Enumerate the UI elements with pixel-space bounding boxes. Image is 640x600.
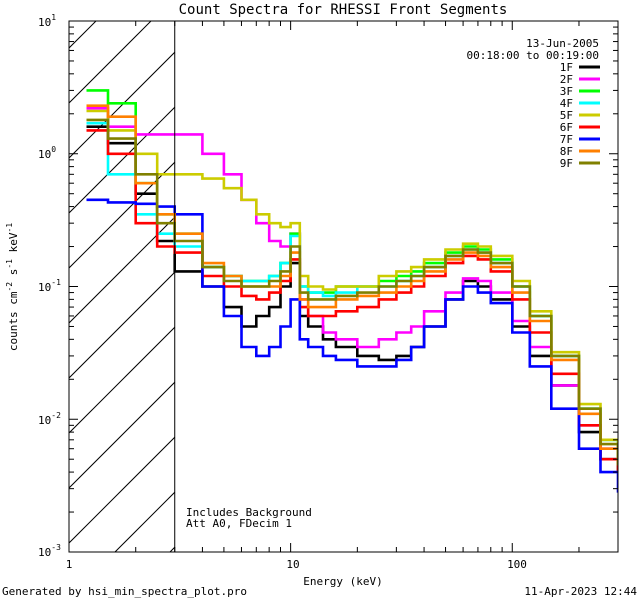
- series-line-9F: [86, 118, 618, 466]
- hatch-line: [280, 21, 640, 552]
- y-tick-label: 10-3: [38, 543, 61, 559]
- y-tick-labels: 10-3 10-2 10-1 100 101: [38, 13, 61, 559]
- series-layer: [86, 89, 618, 493]
- series-line-2F: [86, 107, 618, 460]
- hatch-line: [69, 271, 175, 379]
- y-tick-label: 10-2: [38, 411, 61, 427]
- generated-by-label: Generated by hsi_min_spectra_plot.pro: [2, 585, 247, 598]
- series-line-7F: [86, 198, 618, 493]
- legend-label: 4F: [560, 97, 573, 110]
- attenuator-note: Att A0, FDecim 1: [186, 517, 292, 530]
- legend-label: 6F: [560, 121, 573, 134]
- legend-label: 7F: [560, 133, 573, 146]
- background-note: Includes Background: [186, 506, 312, 519]
- hatch-line: [69, 106, 175, 214]
- y-axis-label: counts cm-2 s-1 keV-1: [5, 223, 20, 351]
- time-range-annotation: 00:18:00 to 00:19:00: [467, 49, 599, 62]
- legend-label: 5F: [560, 109, 573, 122]
- chart-title: Count Spectra for RHESSI Front Segments: [179, 2, 508, 18]
- legend-label: 9F: [560, 157, 573, 170]
- x-tick-label: 10: [286, 558, 299, 571]
- hatch-line: [69, 381, 175, 489]
- x-tick-label: 1: [66, 558, 73, 571]
- timestamp-label: 11-Apr-2023 12:44: [524, 585, 637, 598]
- series-line-6F: [86, 129, 618, 473]
- y-tick-label: 10-1: [38, 278, 61, 294]
- hatch-line: [69, 216, 175, 324]
- legend-label: 1F: [560, 61, 573, 74]
- x-tick-label: 100: [507, 558, 527, 571]
- series-line-3F: [86, 89, 618, 460]
- y-tick-label: 100: [38, 145, 56, 161]
- y-tick-label: 101: [38, 13, 56, 29]
- hatch-line: [69, 51, 175, 159]
- legend-label: 2F: [560, 73, 573, 86]
- date-annotation: 13-Jun-2005: [526, 37, 599, 50]
- hatched-excluded-region: [69, 21, 640, 552]
- legend-label: 8F: [560, 145, 573, 158]
- legend-label: 3F: [560, 85, 573, 98]
- series-line-5F: [86, 109, 618, 460]
- x-tick-labels: 1 10 100: [66, 558, 527, 571]
- axis-ticks: [68, 20, 619, 553]
- hatch-line: [69, 436, 175, 544]
- x-axis-label: Energy (keV): [303, 575, 382, 588]
